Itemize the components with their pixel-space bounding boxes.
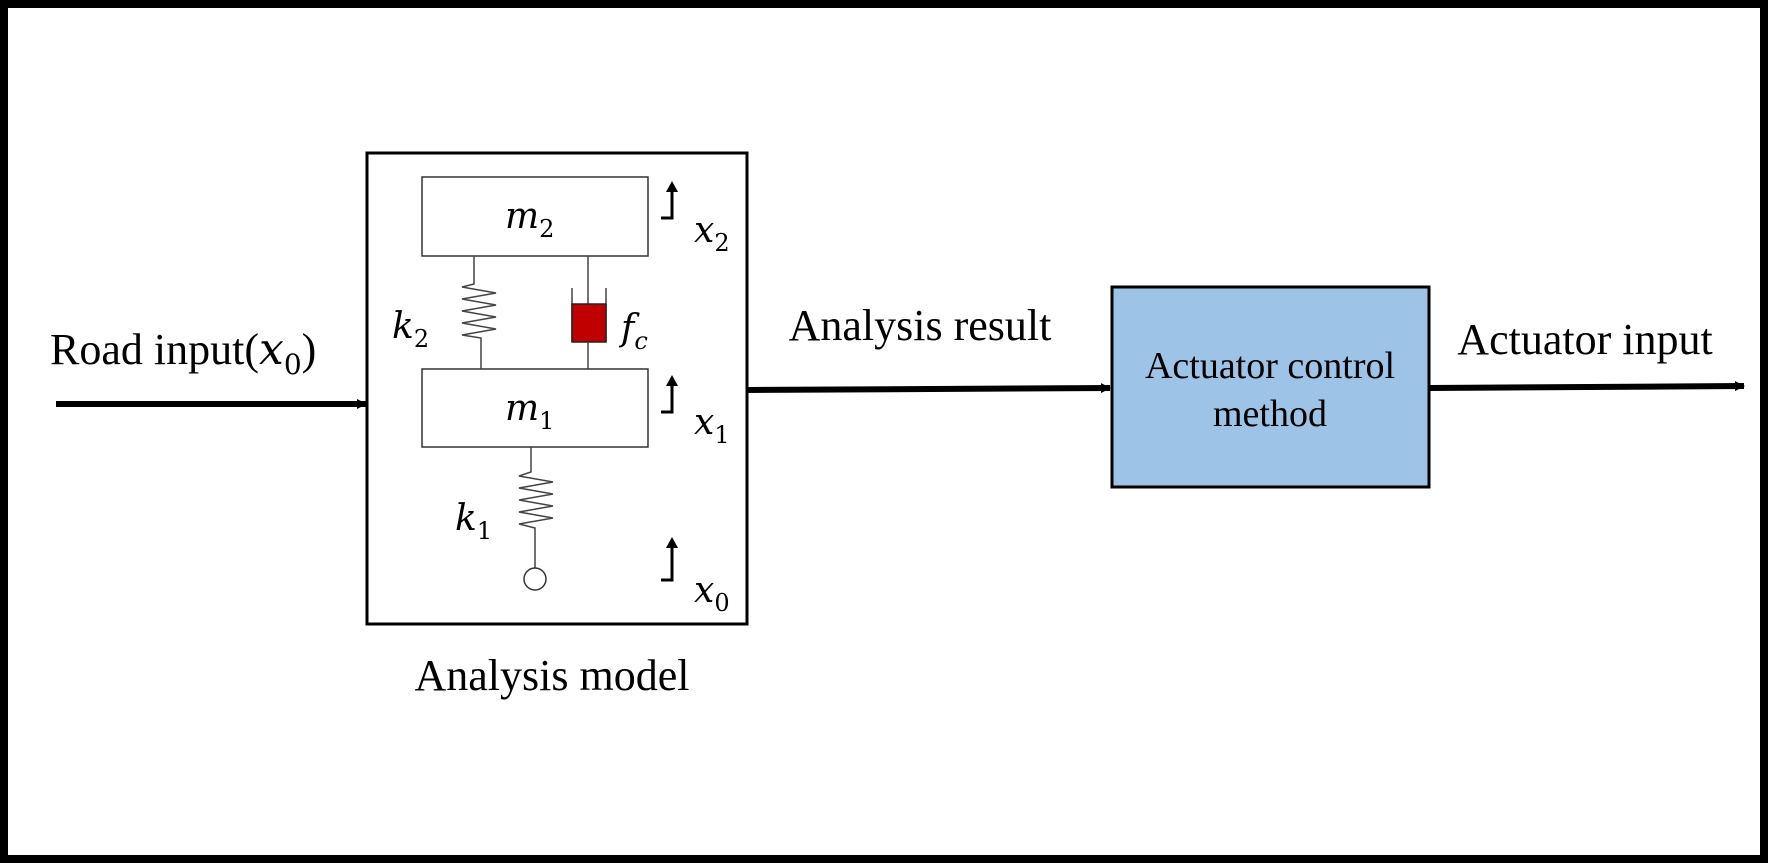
road-input-label: Road input(x0) xyxy=(50,324,316,381)
spring-k1 xyxy=(518,447,554,568)
mass-m2-label: m2 xyxy=(505,196,554,243)
mass-m1-label: m1 xyxy=(505,388,554,435)
actuator-control-label-line1: Actuator control xyxy=(1145,345,1395,387)
spring-k2 xyxy=(461,256,497,369)
x1-label: x1 xyxy=(694,402,730,449)
actuator-input-arrow xyxy=(1429,381,1745,392)
road-contact-point xyxy=(523,567,547,591)
x0-arrow-icon xyxy=(661,537,678,582)
x2-label: x2 xyxy=(694,210,730,257)
spring-k2-label: k2 xyxy=(392,306,429,353)
mass-m2 xyxy=(421,176,649,257)
x2-arrow-icon xyxy=(661,181,678,220)
actuator-control-label-line2: method xyxy=(1213,393,1327,435)
mass-m1 xyxy=(421,368,649,448)
spring-k1-label: k1 xyxy=(455,498,492,545)
actuator-control-block xyxy=(1110,285,1431,489)
analysis-result-label: Analysis result xyxy=(789,301,1052,350)
analysis-result-arrow xyxy=(747,383,1111,394)
analysis-model-caption: Analysis model xyxy=(415,651,690,700)
x1-arrow-icon xyxy=(661,375,678,414)
actuator-input-label: Actuator input xyxy=(1457,315,1712,364)
damper-fc xyxy=(571,256,607,369)
x0-label: x0 xyxy=(694,570,730,617)
